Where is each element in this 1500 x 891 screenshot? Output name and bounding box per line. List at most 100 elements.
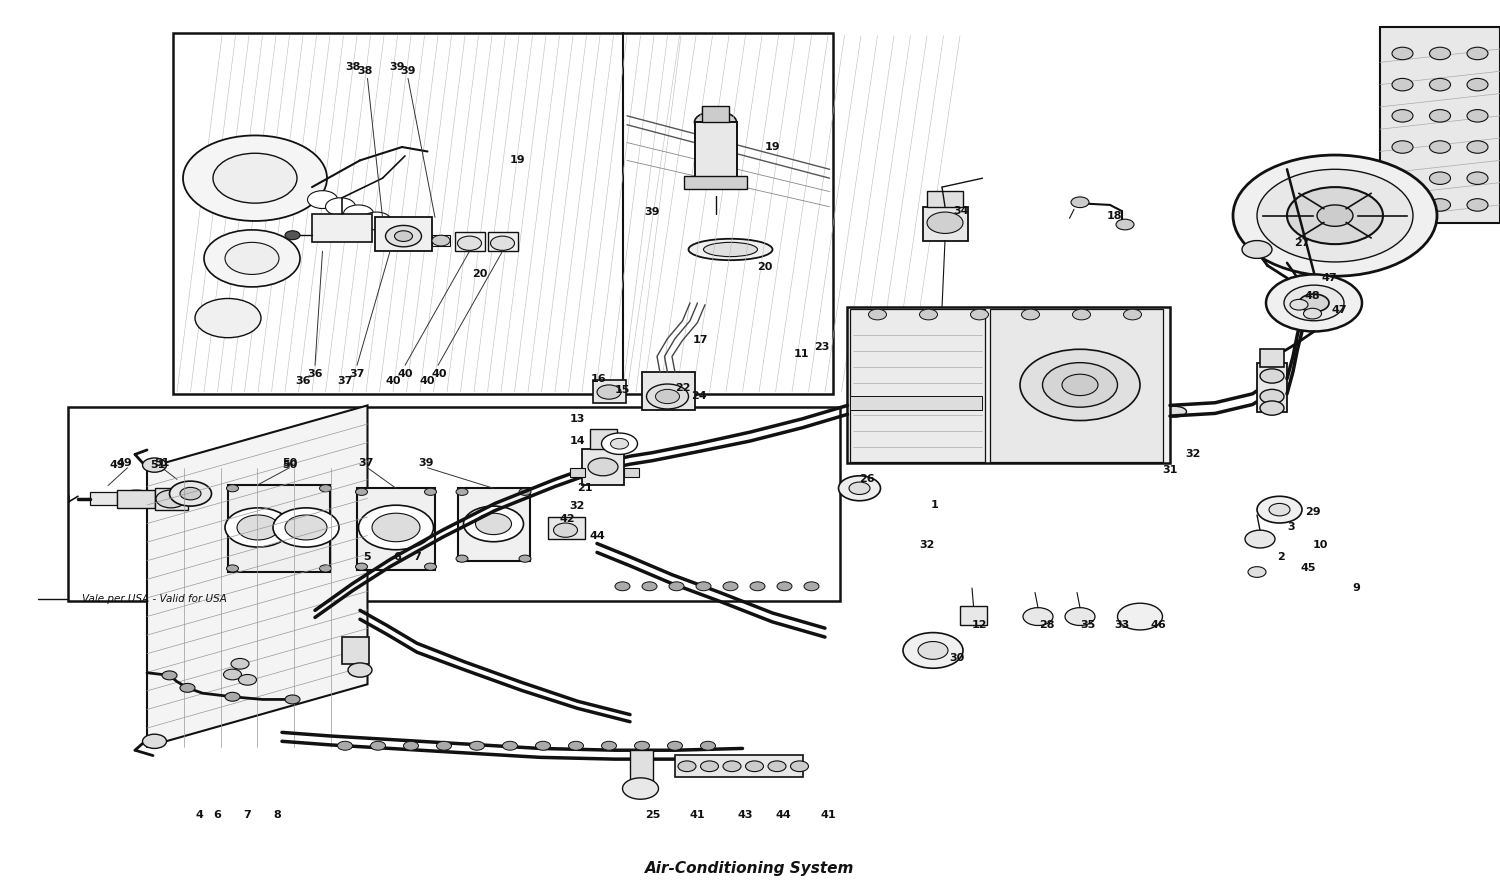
Circle shape xyxy=(519,488,531,495)
Circle shape xyxy=(308,191,338,208)
Circle shape xyxy=(436,741,451,750)
Text: 42: 42 xyxy=(560,513,574,524)
Text: 29: 29 xyxy=(1305,507,1320,518)
Circle shape xyxy=(224,669,242,680)
Circle shape xyxy=(380,219,410,237)
Circle shape xyxy=(237,515,279,540)
Bar xyxy=(684,176,747,189)
Text: 32: 32 xyxy=(570,501,585,511)
Text: 20: 20 xyxy=(472,268,488,279)
Circle shape xyxy=(668,741,682,750)
Circle shape xyxy=(1284,285,1344,321)
Circle shape xyxy=(1430,110,1450,122)
Circle shape xyxy=(646,384,688,409)
Text: 37: 37 xyxy=(358,458,374,469)
Text: 34: 34 xyxy=(954,206,969,217)
Circle shape xyxy=(358,505,434,550)
Circle shape xyxy=(458,236,482,250)
Circle shape xyxy=(225,692,240,701)
Bar xyxy=(454,232,484,251)
Text: 17: 17 xyxy=(693,335,708,346)
Circle shape xyxy=(1269,503,1290,516)
Text: Air-Conditioning System: Air-Conditioning System xyxy=(645,862,855,876)
Circle shape xyxy=(656,389,680,404)
Circle shape xyxy=(170,481,211,506)
Circle shape xyxy=(1260,369,1284,383)
Circle shape xyxy=(320,565,332,572)
Text: 9: 9 xyxy=(1352,583,1360,593)
Text: 8: 8 xyxy=(273,810,282,821)
Text: 37: 37 xyxy=(350,369,364,380)
Circle shape xyxy=(1287,187,1383,244)
Bar xyxy=(458,488,530,561)
Circle shape xyxy=(273,508,339,547)
Circle shape xyxy=(700,761,718,772)
Circle shape xyxy=(1430,199,1450,211)
Circle shape xyxy=(678,761,696,772)
Circle shape xyxy=(226,485,238,492)
Circle shape xyxy=(456,488,468,495)
Circle shape xyxy=(180,683,195,692)
Circle shape xyxy=(918,642,948,659)
Circle shape xyxy=(1467,47,1488,60)
Circle shape xyxy=(849,482,870,495)
Bar xyxy=(548,517,585,539)
Bar xyxy=(1380,27,1500,223)
Text: 14: 14 xyxy=(570,436,585,446)
Circle shape xyxy=(1392,110,1413,122)
Text: 28: 28 xyxy=(1040,620,1054,631)
Circle shape xyxy=(1430,78,1450,91)
Text: 51: 51 xyxy=(150,460,165,470)
Circle shape xyxy=(642,582,657,591)
Bar xyxy=(154,488,188,510)
Text: 41: 41 xyxy=(690,810,705,821)
Text: 48: 48 xyxy=(1305,290,1320,301)
Circle shape xyxy=(356,488,368,495)
Circle shape xyxy=(1430,172,1450,184)
Circle shape xyxy=(519,555,531,562)
Circle shape xyxy=(768,761,786,772)
Bar xyxy=(488,232,518,251)
Text: 19: 19 xyxy=(765,142,780,152)
Bar xyxy=(592,380,626,403)
Bar xyxy=(922,207,968,241)
Circle shape xyxy=(1430,47,1450,60)
Circle shape xyxy=(1242,241,1272,258)
Circle shape xyxy=(1020,349,1140,421)
Circle shape xyxy=(238,674,256,685)
Text: 18: 18 xyxy=(1107,210,1122,221)
Circle shape xyxy=(723,761,741,772)
Text: 38: 38 xyxy=(357,66,372,77)
Text: 33: 33 xyxy=(1114,620,1130,631)
Circle shape xyxy=(1392,78,1413,91)
Text: Vale per USA - Valid for USA: Vale per USA - Valid for USA xyxy=(82,593,228,604)
Bar xyxy=(342,637,369,664)
Text: 10: 10 xyxy=(1312,540,1328,551)
Circle shape xyxy=(536,741,550,750)
Text: 16: 16 xyxy=(591,373,606,384)
Bar xyxy=(847,307,1170,463)
Text: 37: 37 xyxy=(338,376,352,387)
Circle shape xyxy=(669,582,684,591)
Circle shape xyxy=(700,741,715,750)
Circle shape xyxy=(338,741,352,750)
Bar xyxy=(582,449,624,485)
Circle shape xyxy=(1260,389,1284,404)
Circle shape xyxy=(142,458,166,472)
Circle shape xyxy=(1430,141,1450,153)
Text: 49: 49 xyxy=(110,460,125,470)
Text: 27: 27 xyxy=(1294,238,1310,249)
Text: 47: 47 xyxy=(1322,273,1336,283)
Text: 12: 12 xyxy=(972,620,987,631)
Circle shape xyxy=(490,236,514,250)
Circle shape xyxy=(602,741,616,750)
Circle shape xyxy=(927,212,963,233)
Circle shape xyxy=(920,309,938,320)
Circle shape xyxy=(1467,110,1488,122)
Bar xyxy=(117,490,154,508)
Circle shape xyxy=(1467,172,1488,184)
Circle shape xyxy=(394,231,412,241)
Circle shape xyxy=(839,476,880,501)
Text: 4: 4 xyxy=(195,810,204,821)
Circle shape xyxy=(622,778,658,799)
